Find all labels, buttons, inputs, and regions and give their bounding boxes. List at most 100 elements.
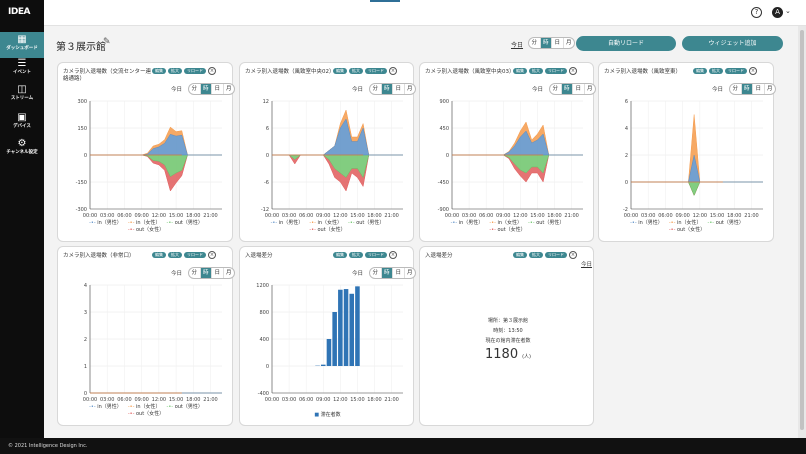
nav-stream[interactable]: ◫ ストリーム bbox=[0, 82, 44, 108]
edit-button[interactable]: 編集 bbox=[333, 252, 347, 258]
unit-day[interactable]: 日 bbox=[752, 84, 764, 94]
close-icon[interactable]: × bbox=[208, 67, 216, 75]
today-link[interactable]: 今日 bbox=[352, 271, 364, 277]
y-tick-label: 0 bbox=[625, 180, 628, 186]
legend-item-in-m[interactable]: -•- in（男性） bbox=[89, 220, 122, 226]
unit-month[interactable]: 月 bbox=[222, 84, 235, 94]
scrollbar[interactable] bbox=[798, 26, 806, 438]
legend-item-out-f[interactable]: -•- out（女性） bbox=[669, 227, 705, 233]
unit-hour[interactable]: 時 bbox=[560, 84, 573, 94]
legend-item-out-f[interactable]: -•- out（女性） bbox=[128, 227, 164, 233]
avatar[interactable]: A bbox=[772, 7, 783, 18]
unit-day[interactable]: 日 bbox=[211, 268, 223, 278]
expand-button[interactable]: 拡大 bbox=[168, 68, 182, 74]
today-link[interactable]: 今日 bbox=[511, 42, 524, 49]
close-icon[interactable]: × bbox=[389, 67, 397, 75]
legend-item-in-m[interactable]: -•- in（男性） bbox=[451, 220, 484, 226]
legend-item-out-f[interactable]: -•- out（女性） bbox=[309, 227, 345, 233]
unit-day[interactable]: 日 bbox=[211, 84, 223, 94]
unit-minute[interactable]: 分 bbox=[372, 86, 379, 92]
edit-button[interactable]: 編集 bbox=[152, 252, 166, 258]
today-link[interactable]: 今日 bbox=[171, 87, 183, 93]
legend-item-in-f[interactable]: -•- in（女性） bbox=[309, 220, 342, 226]
close-icon[interactable]: × bbox=[208, 251, 216, 259]
today-link[interactable]: 今日 bbox=[171, 271, 183, 277]
help-icon[interactable]: ? bbox=[751, 7, 762, 18]
nav-dashboard[interactable]: ▦ ダッシュボード bbox=[0, 32, 44, 58]
unit-day[interactable]: 日 bbox=[392, 268, 404, 278]
legend-label[interactable]: 滞在者数 bbox=[320, 412, 341, 418]
today-link[interactable]: 今日 bbox=[532, 87, 544, 93]
unit-month[interactable]: 月 bbox=[562, 38, 575, 48]
today-link[interactable]: 今日 bbox=[581, 262, 593, 268]
unit-day[interactable]: 日 bbox=[551, 38, 563, 48]
legend-item-in-f[interactable]: -•- in（女性） bbox=[669, 220, 702, 226]
legend-item-in-m[interactable]: -•- in（男性） bbox=[630, 220, 663, 226]
reload-button[interactable]: リロード bbox=[545, 252, 567, 258]
unit-minute[interactable]: 分 bbox=[732, 86, 739, 92]
unit-day[interactable]: 日 bbox=[392, 84, 404, 94]
legend-item-out-m[interactable]: -•- out（男性） bbox=[708, 220, 744, 226]
legend-item-out-m[interactable]: -•- out（男性） bbox=[348, 220, 384, 226]
today-link[interactable]: 今日 bbox=[712, 87, 724, 93]
app-logo[interactable]: IDEA bbox=[8, 7, 30, 17]
edit-button[interactable]: 編集 bbox=[333, 68, 347, 74]
expand-button[interactable]: 拡大 bbox=[709, 68, 723, 74]
expand-button[interactable]: 拡大 bbox=[168, 252, 182, 258]
edit-icon[interactable]: ✎ bbox=[103, 37, 111, 47]
today-link[interactable]: 今日 bbox=[352, 87, 364, 93]
expand-button[interactable]: 拡大 bbox=[349, 252, 363, 258]
unit-minute[interactable]: 分 bbox=[191, 86, 198, 92]
unit-minute[interactable]: 分 bbox=[372, 270, 379, 276]
edit-button[interactable]: 編集 bbox=[693, 68, 707, 74]
reload-button[interactable]: リロード bbox=[184, 252, 206, 258]
close-icon[interactable]: × bbox=[389, 251, 397, 259]
legend-item-in-f[interactable]: -•- in（女性） bbox=[489, 220, 522, 226]
nav-events[interactable]: ☰ イベント bbox=[0, 56, 44, 82]
reload-button[interactable]: リロード bbox=[184, 68, 206, 74]
legend-item-out-m[interactable]: -•- out（男性） bbox=[167, 220, 203, 226]
unit-minute[interactable]: 分 bbox=[531, 40, 538, 46]
unit-hour[interactable]: 時 bbox=[199, 268, 212, 278]
expand-button[interactable]: 拡大 bbox=[349, 68, 363, 74]
reload-button[interactable]: リロード bbox=[725, 68, 747, 74]
unit-hour[interactable]: 時 bbox=[380, 84, 393, 94]
legend-item-out-f[interactable]: -•- out（女性） bbox=[128, 411, 164, 417]
close-icon[interactable]: × bbox=[749, 67, 757, 75]
legend-item-in-m[interactable]: -•- in（男性） bbox=[271, 220, 304, 226]
legend-item-in-m[interactable]: -•- in（男性） bbox=[89, 404, 122, 410]
unit-minute[interactable]: 分 bbox=[191, 270, 198, 276]
edit-button[interactable]: 編集 bbox=[513, 252, 527, 258]
reload-button[interactable]: リロード bbox=[545, 68, 567, 74]
nav-channel-settings[interactable]: ⚙ チャンネル設定 bbox=[0, 136, 44, 162]
reload-button[interactable]: リロード bbox=[365, 252, 387, 258]
unit-month[interactable]: 月 bbox=[403, 268, 416, 278]
unit-hour[interactable]: 時 bbox=[740, 84, 753, 94]
reload-button[interactable]: リロード bbox=[365, 68, 387, 74]
nav-devices[interactable]: ▣ デバイス bbox=[0, 110, 44, 136]
chevron-down-icon[interactable]: ⌄ bbox=[785, 7, 791, 15]
unit-month[interactable]: 月 bbox=[403, 84, 416, 94]
unit-hour[interactable]: 時 bbox=[539, 38, 552, 48]
unit-month[interactable]: 月 bbox=[583, 84, 596, 94]
unit-day[interactable]: 日 bbox=[572, 84, 584, 94]
auto-reload-button[interactable]: 自動リロード bbox=[576, 36, 676, 51]
add-widget-button[interactable]: ウィジェット追加 bbox=[682, 36, 783, 51]
close-icon[interactable]: × bbox=[569, 67, 577, 75]
legend-item-out-m[interactable]: -•- out（男性） bbox=[167, 404, 203, 410]
unit-hour[interactable]: 時 bbox=[380, 268, 393, 278]
edit-button[interactable]: 編集 bbox=[152, 68, 166, 74]
unit-hour[interactable]: 時 bbox=[199, 84, 212, 94]
scrollbar-thumb[interactable] bbox=[800, 30, 804, 430]
expand-button[interactable]: 拡大 bbox=[529, 252, 543, 258]
legend-item-out-m[interactable]: -•- out（男性） bbox=[528, 220, 564, 226]
edit-button[interactable]: 編集 bbox=[513, 68, 527, 74]
legend-item-in-f[interactable]: -•- in（女性） bbox=[128, 404, 161, 410]
legend-item-out-f[interactable]: -•- out（女性） bbox=[489, 227, 525, 233]
close-icon[interactable]: × bbox=[569, 251, 577, 259]
legend-item-in-f[interactable]: -•- in（女性） bbox=[128, 220, 161, 226]
unit-month[interactable]: 月 bbox=[763, 84, 776, 94]
unit-minute[interactable]: 分 bbox=[552, 86, 559, 92]
expand-button[interactable]: 拡大 bbox=[529, 68, 543, 74]
unit-month[interactable]: 月 bbox=[222, 268, 235, 278]
